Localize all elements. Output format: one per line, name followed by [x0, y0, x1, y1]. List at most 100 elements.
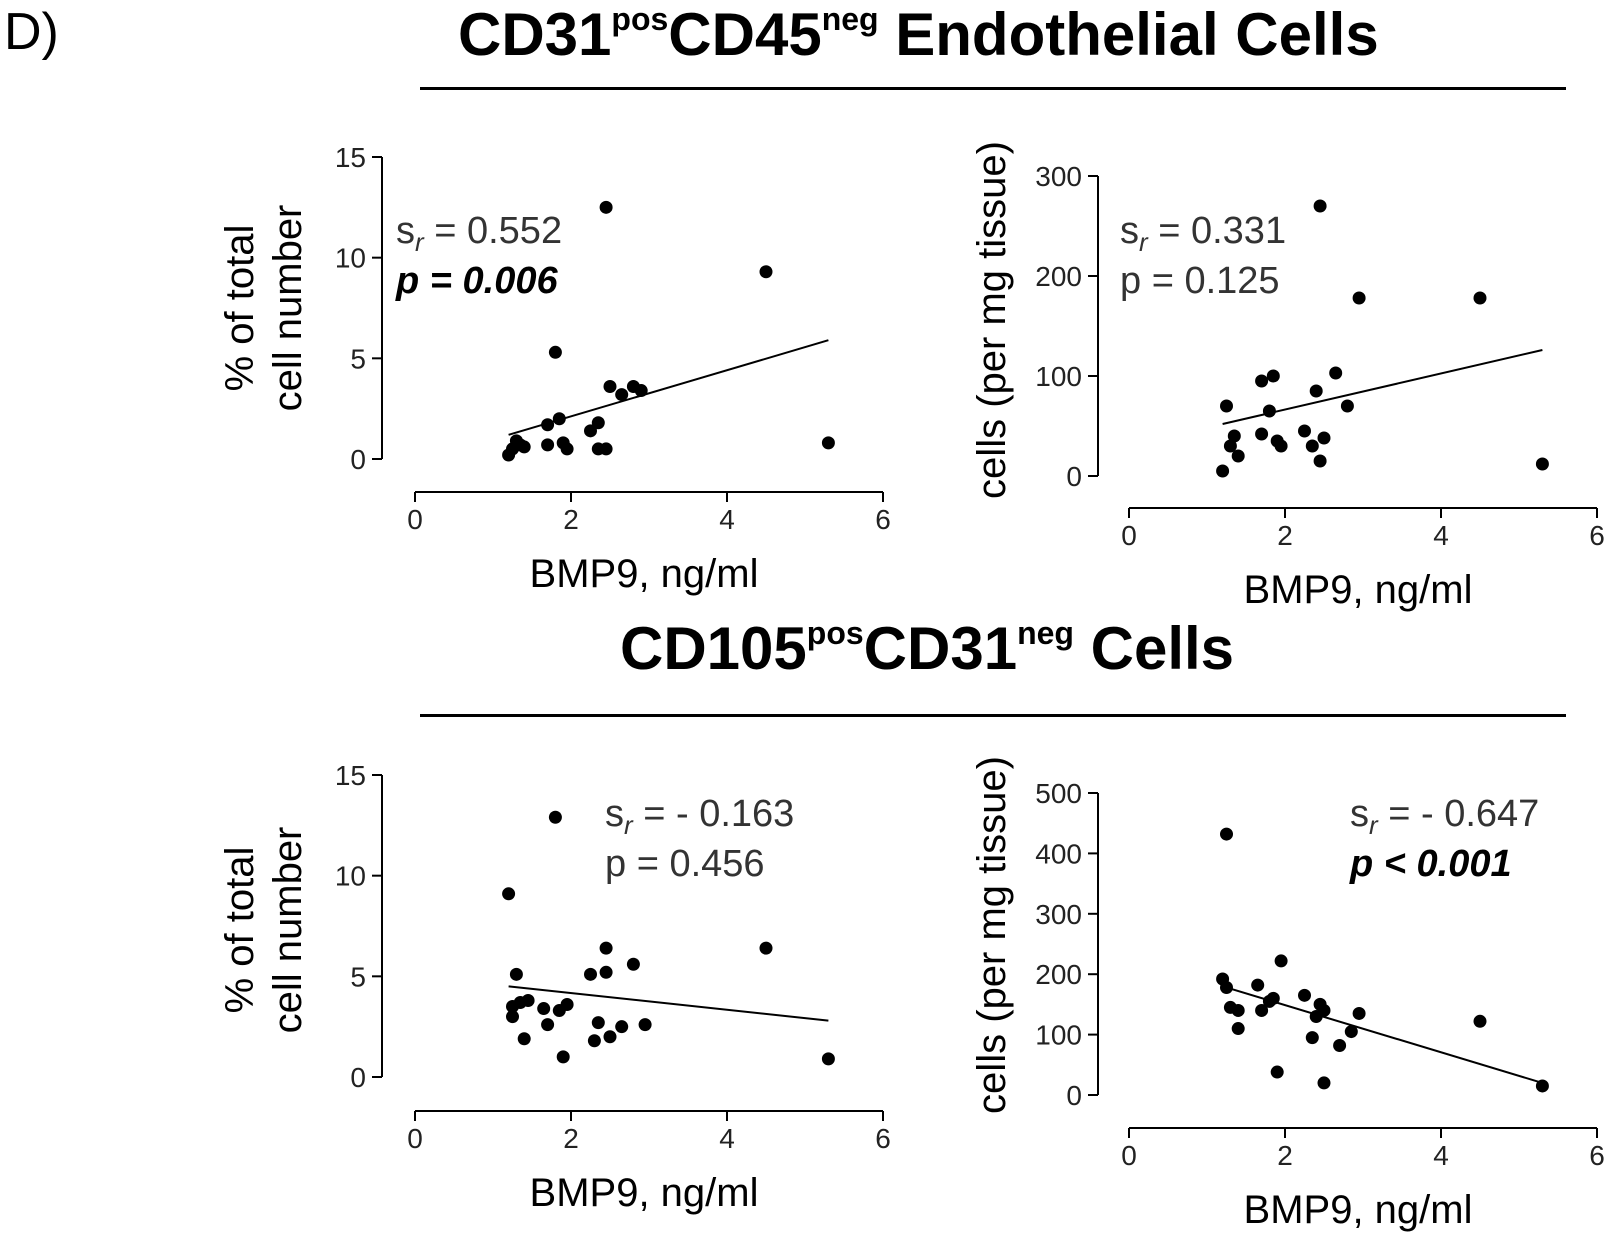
data-point — [1262, 404, 1276, 418]
y-tick-label: 5 — [350, 343, 366, 374]
y-tick-label: 10 — [335, 861, 366, 892]
data-point — [1344, 1025, 1358, 1039]
data-point — [1313, 454, 1327, 468]
x-tick-label: 2 — [563, 1123, 579, 1154]
section-rule — [420, 87, 1566, 90]
data-point — [1317, 1003, 1331, 1017]
data-point — [1227, 429, 1241, 443]
y-axis-label-group: % of total cell number — [218, 827, 310, 1034]
data-point — [1298, 424, 1311, 438]
y-axis-label-group: cells (per mg tissue) — [970, 141, 1014, 499]
y-tick-label: 0 — [350, 444, 366, 475]
x-tick-label: 2 — [1277, 1140, 1293, 1171]
title-tail: Endothelial Cells — [878, 1, 1379, 68]
data-point — [502, 887, 516, 901]
data-point — [599, 442, 613, 456]
data-point — [1216, 464, 1230, 478]
data-point — [1231, 1003, 1245, 1017]
scatter-plot-pct-cd105: 0 2 4 6 0 5 10 15 BMP9, ng/ml % of total cell numb… — [218, 760, 891, 1215]
data-point — [759, 941, 773, 955]
stat-subscript: r — [1139, 227, 1149, 257]
panel-letter: D) — [4, 3, 59, 61]
data-point — [1352, 291, 1366, 305]
title-sup-neg: neg — [821, 1, 879, 37]
data-point — [541, 1018, 555, 1032]
y-axis-label-line-2: cell number — [266, 205, 310, 412]
data-point — [591, 416, 605, 430]
y-axis-label-line-1: % of total — [218, 847, 262, 1014]
y-axis-label: cells (per mg tissue) — [970, 756, 1014, 1114]
data-point — [1220, 980, 1233, 994]
data-point — [1255, 427, 1269, 441]
y-tick-label: 15 — [335, 760, 366, 791]
data-point — [1473, 1014, 1487, 1028]
data-point — [541, 438, 555, 452]
data-point — [1266, 369, 1280, 383]
correlation-stat: sr = - 0.163 — [605, 793, 794, 840]
data-point — [1333, 1038, 1347, 1052]
data-point — [521, 993, 535, 1007]
y-tick-label: 0 — [1066, 1080, 1082, 1111]
data-point — [1305, 1031, 1319, 1045]
data-point — [541, 418, 555, 432]
data-point — [587, 1034, 601, 1048]
data-point — [1473, 291, 1487, 305]
title-sup-pos: pos — [611, 1, 669, 37]
data-point — [584, 967, 597, 981]
title-tail: Cells — [1073, 615, 1235, 682]
scatter-plot-cells-cd105: 0 2 4 6 0 100 200 300 400 500 BMP9, ng/ml cells (pe… — [970, 756, 1605, 1232]
p-value: p = 0.006 — [395, 260, 558, 302]
title-marker-1: CD105 — [620, 615, 807, 682]
data-point — [509, 967, 523, 981]
data-point — [1270, 1065, 1284, 1079]
data-point — [584, 424, 597, 438]
x-tick-label: 0 — [407, 1123, 423, 1154]
title-sup-pos: pos — [806, 615, 864, 651]
x-tick-label: 0 — [1121, 520, 1137, 551]
stat-value: = 0.331 — [1148, 210, 1286, 252]
data-point — [1340, 399, 1354, 413]
y-axis-label-line-1: % of total — [218, 225, 262, 392]
data-point — [626, 957, 640, 971]
data-point — [1231, 1022, 1245, 1036]
data-point — [1251, 978, 1265, 992]
data-point — [1313, 199, 1327, 213]
x-tick-label: 6 — [1589, 1140, 1605, 1171]
data-point — [556, 1050, 570, 1064]
y-tick-label: 5 — [350, 961, 366, 992]
section-title-endothelial: CD31posCD45neg Endothelial Cells — [458, 0, 1379, 69]
y-axis-label: cells (per mg tissue) — [970, 141, 1014, 499]
stat-subscript: r — [415, 227, 425, 257]
data-point — [821, 436, 835, 450]
data-point — [1266, 991, 1280, 1005]
x-tick-label: 0 — [407, 504, 423, 535]
stat-symbol: s — [396, 210, 415, 252]
data-point — [1535, 1079, 1549, 1093]
data-point — [517, 1032, 531, 1046]
data-point — [560, 442, 574, 456]
p-value: p = 0.125 — [1120, 260, 1280, 302]
data-point — [1255, 1003, 1269, 1017]
data-point — [548, 810, 562, 824]
regression-line — [508, 985, 829, 1022]
title-marker-2: CD31 — [863, 615, 1018, 682]
y-tick-label: 15 — [335, 142, 366, 173]
y-tick-label: 0 — [350, 1062, 366, 1093]
y-tick-label: 0 — [1066, 461, 1082, 492]
y-tick-label: 100 — [1035, 1020, 1082, 1051]
data-point — [603, 380, 617, 394]
x-tick-label: 6 — [875, 1123, 891, 1154]
stat-subscript: r — [1369, 810, 1379, 840]
stat-value: = - 0.163 — [633, 793, 795, 835]
y-tick-label: 500 — [1035, 778, 1082, 809]
stat-symbol: s — [605, 793, 624, 835]
data-point — [1223, 439, 1237, 453]
x-tick-label: 4 — [1433, 1140, 1449, 1171]
data-point — [552, 412, 566, 426]
data-point — [634, 384, 648, 398]
data-point — [821, 1052, 835, 1066]
data-point — [638, 1018, 652, 1032]
data-point — [599, 200, 613, 214]
data-point — [1305, 439, 1319, 453]
x-tick-label: 6 — [1589, 520, 1605, 551]
